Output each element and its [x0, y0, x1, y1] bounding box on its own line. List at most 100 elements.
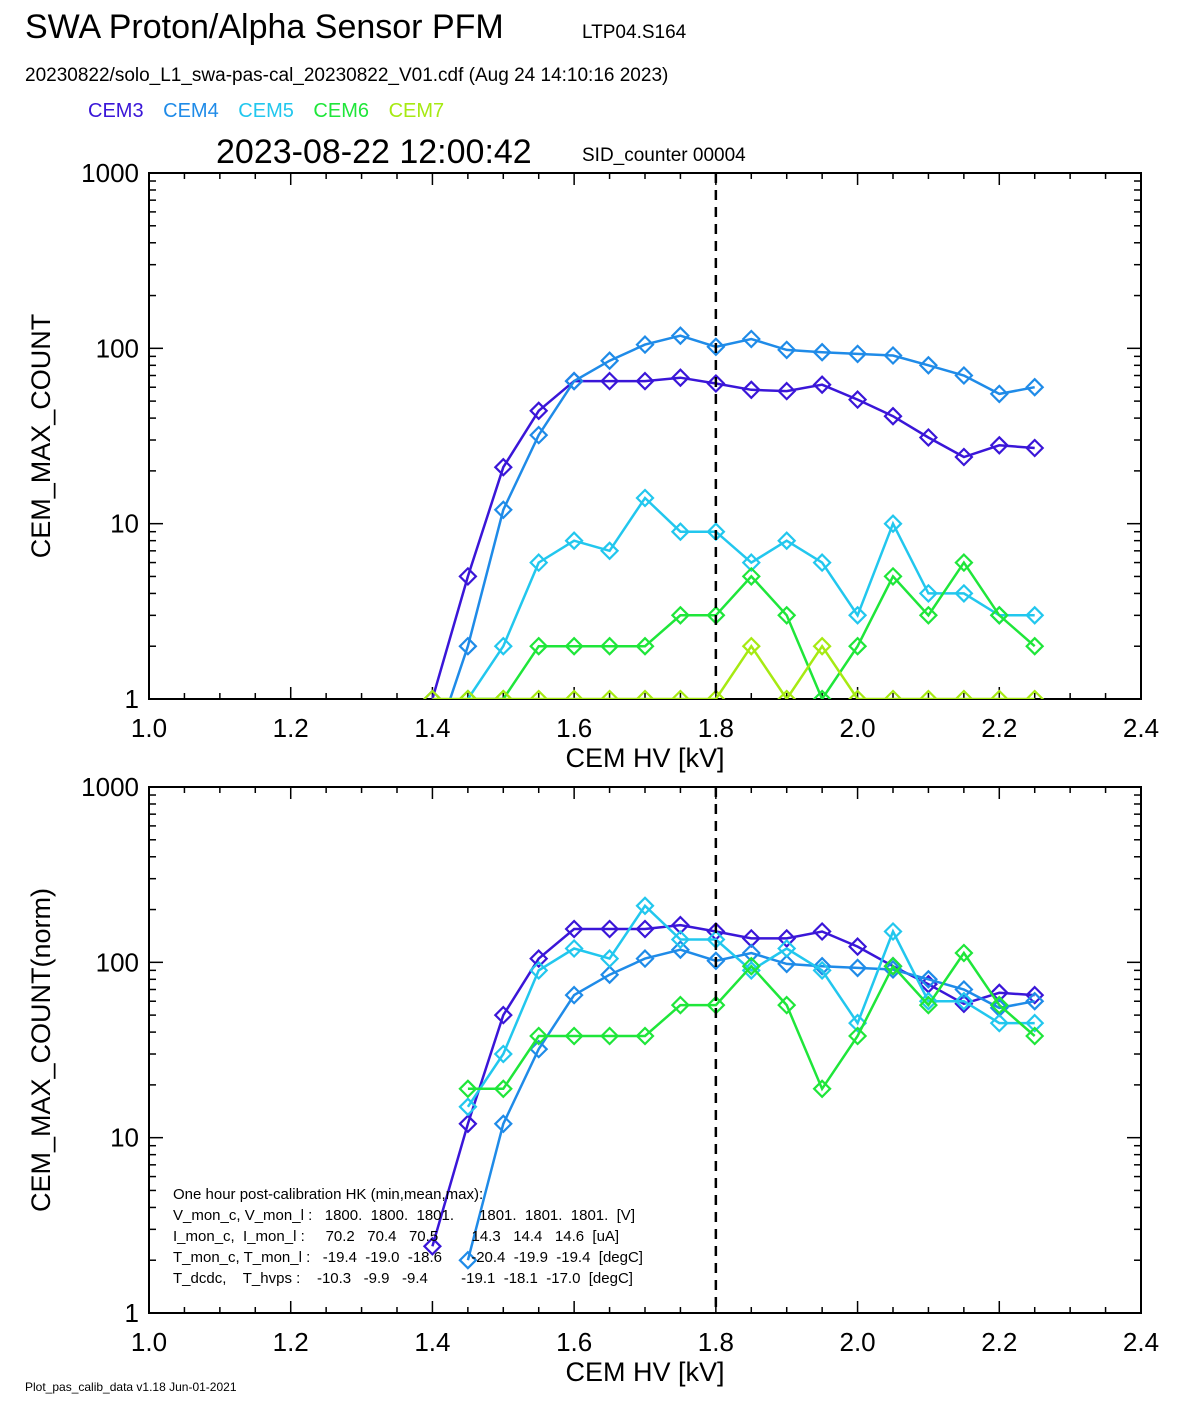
data-point-cem5	[635, 488, 655, 508]
data-point-cem6	[777, 605, 797, 625]
x-tick-label: 2.0	[839, 713, 875, 743]
data-point-cem6	[954, 943, 974, 963]
data-point-cem7	[422, 689, 442, 699]
data-point-cem3	[564, 919, 584, 939]
data-point-cem3	[422, 1236, 442, 1256]
data-point-cem6	[883, 566, 903, 586]
data-point-cem4	[812, 956, 832, 976]
data-point-cem4	[529, 425, 549, 445]
data-point-cem6	[918, 605, 938, 625]
data-point-cem5	[424, 744, 440, 760]
data-point-cem5	[918, 583, 938, 603]
data-point-cem6	[777, 995, 797, 1015]
data-point-cem4	[670, 326, 690, 346]
x-tick-label: 1.6	[556, 713, 592, 743]
data-point-cem6	[812, 1079, 832, 1099]
data-point-cem7	[493, 689, 513, 699]
series-group	[422, 896, 1045, 1270]
data-point-cem3	[635, 919, 655, 939]
data-point-cem7	[1025, 689, 1045, 699]
data-point-cem5	[812, 553, 832, 573]
data-point-cem4	[706, 951, 726, 971]
data-point-cem4	[883, 345, 903, 366]
data-point-cem6	[564, 1026, 584, 1046]
data-point-cem5	[777, 938, 797, 959]
data-point-cem6	[989, 995, 1009, 1015]
data-point-cem5	[848, 1013, 868, 1033]
legend-item-cem5: CEM5	[238, 100, 294, 122]
y-axis-label: CEM_MAX_COUNT(norm)	[26, 888, 56, 1212]
y-tick-label: 1000	[81, 772, 139, 802]
x-tick-label: 1.4	[414, 713, 450, 743]
data-point-cem5	[954, 991, 974, 1011]
sid-counter: SID_counter 00004	[582, 145, 746, 166]
series-line-cem5	[466, 496, 1035, 699]
data-point-cem3	[529, 949, 549, 969]
data-point-cem5	[564, 938, 584, 959]
timestamp: 2023-08-22 12:00:42	[216, 133, 532, 171]
data-point-cem7	[777, 689, 797, 699]
chart-1: 1.0 1.2 1.4 1.6 1.8 2.0 2.2 2.4 1 10 100 1000 CEM HV…	[26, 158, 1159, 773]
y-tick-label: 10	[110, 509, 139, 539]
data-point-cem6	[670, 995, 690, 1015]
series-line-cem7	[432, 643, 1035, 699]
data-point-cem4	[954, 365, 974, 386]
data-point-cem4	[564, 985, 584, 1005]
hk-line: One hour post-calibration HK (min,mean,m…	[173, 1186, 483, 1203]
data-point-cem4	[493, 500, 513, 520]
x-tick-label: 1.0	[131, 713, 167, 743]
data-point-cem4	[918, 969, 938, 989]
footer-version: Plot_pas_calib_data v1.18 Jun-01-2021	[25, 1380, 237, 1394]
data-point-cem3	[954, 447, 974, 467]
data-point-cem3	[600, 919, 620, 939]
series-group	[422, 326, 1045, 760]
data-point-cem3	[529, 401, 549, 421]
data-point-cem7	[670, 689, 690, 699]
data-point-cem6	[954, 553, 974, 573]
series-line-cem6	[467, 950, 1036, 1092]
data-point-cem7	[529, 689, 549, 699]
data-point-cem6	[635, 636, 655, 656]
data-point-cem6	[670, 605, 690, 625]
series-line-cem4	[448, 334, 1035, 699]
data-point-cem5	[600, 949, 620, 969]
data-point-cem5	[989, 1013, 1009, 1033]
data-point-cem3	[848, 390, 868, 410]
data-point-cem3	[848, 937, 868, 957]
hk-line: T_dcdc, T_hvps : -10.3 -9.9 -9.4 -19.1 -…	[173, 1270, 633, 1287]
y-tick-label: 100	[96, 947, 139, 977]
y-tick-label: 10	[110, 1123, 139, 1153]
data-point-cem5	[600, 541, 620, 561]
data-point-cem4	[493, 1114, 513, 1134]
series-line-cem5	[466, 903, 1035, 1108]
y-tick-label: 1	[125, 684, 139, 714]
data-point-cem6	[883, 956, 903, 976]
data-point-cem3	[1025, 985, 1045, 1005]
data-point-cem4	[670, 940, 690, 960]
chart-2: 1.0 1.2 1.4 1.6 1.8 2.0 2.2 2.4 1 10 100 1000 CEM HV…	[26, 772, 1159, 1387]
data-point-cem4	[564, 371, 584, 391]
data-point-cem6	[918, 995, 938, 1015]
series-line-cem4	[466, 948, 1035, 1261]
data-point-cem6	[1025, 636, 1045, 656]
data-point-cem5	[812, 960, 832, 980]
data-point-cem6	[600, 636, 620, 656]
legend-item-cem7: CEM7	[388, 100, 445, 122]
data-point-cem3	[812, 921, 832, 942]
data-point-cem3	[706, 373, 726, 394]
data-point-cem3	[741, 380, 761, 400]
data-point-cem4	[777, 340, 797, 360]
data-point-cem4	[529, 1039, 549, 1059]
x-tick-label: 2.4	[1123, 1327, 1159, 1357]
hk-line: I_mon_c, I_mon_l : 70.2 70.4 70.5 14.3 1…	[173, 1228, 619, 1245]
series-line-cem6	[466, 560, 1036, 699]
data-point-cem5	[741, 553, 761, 573]
plot-frame	[148, 172, 1142, 700]
data-point-cem6	[493, 1079, 513, 1099]
data-point-cem7	[706, 689, 726, 699]
data-point-cem4	[883, 959, 903, 980]
data-point-cem3	[1025, 438, 1045, 458]
data-point-cem4	[635, 335, 655, 355]
data-point-cem7	[635, 689, 655, 699]
